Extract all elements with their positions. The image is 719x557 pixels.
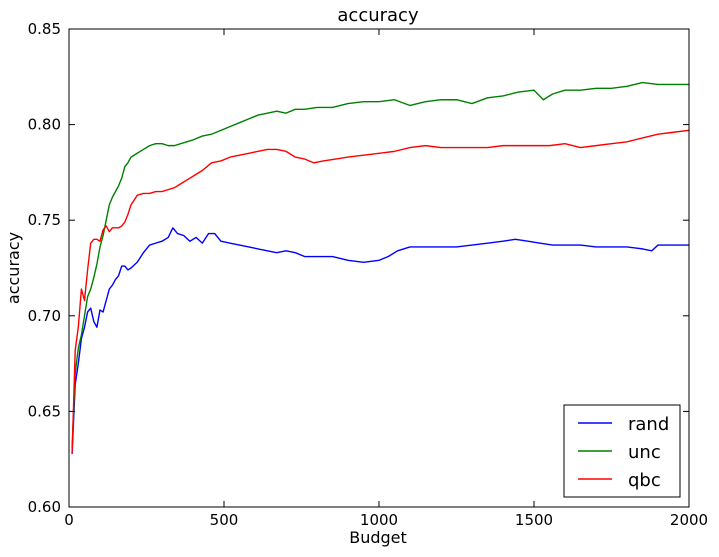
plot-area	[71, 81, 690, 455]
series-line-qbc	[71, 129, 690, 455]
y-tick-label: 0.70	[28, 307, 61, 325]
y-tick-label: 0.80	[28, 116, 61, 134]
x-tick-label: 2000	[670, 511, 708, 529]
x-axis-label: Budget	[349, 528, 407, 547]
legend-label-rand: rand	[628, 414, 669, 435]
legend: rand unc qbc	[563, 404, 681, 498]
x-tick-label: 1000	[360, 511, 398, 529]
legend-label-unc: unc	[628, 442, 661, 463]
y-tick-label: 0.60	[28, 498, 61, 516]
y-tick-label: 0.65	[28, 402, 61, 420]
x-tick-label: 1500	[515, 511, 553, 529]
legend-label-qbc: qbc	[628, 470, 661, 491]
series-line-rand	[71, 227, 690, 455]
chart-title: accuracy	[337, 5, 419, 26]
y-tick-label: 0.85	[28, 20, 61, 38]
series-line-unc	[71, 81, 690, 449]
y-tick-label: 0.75	[28, 211, 61, 229]
axes-layer: 0 500 1000 1500 2000 0.60 0.65 0.70 0.75 0.80 0.85	[28, 20, 709, 529]
y-axis-label: accuracy	[4, 232, 23, 304]
x-tick-label: 500	[210, 511, 239, 529]
x-tick-label: 0	[64, 511, 74, 529]
